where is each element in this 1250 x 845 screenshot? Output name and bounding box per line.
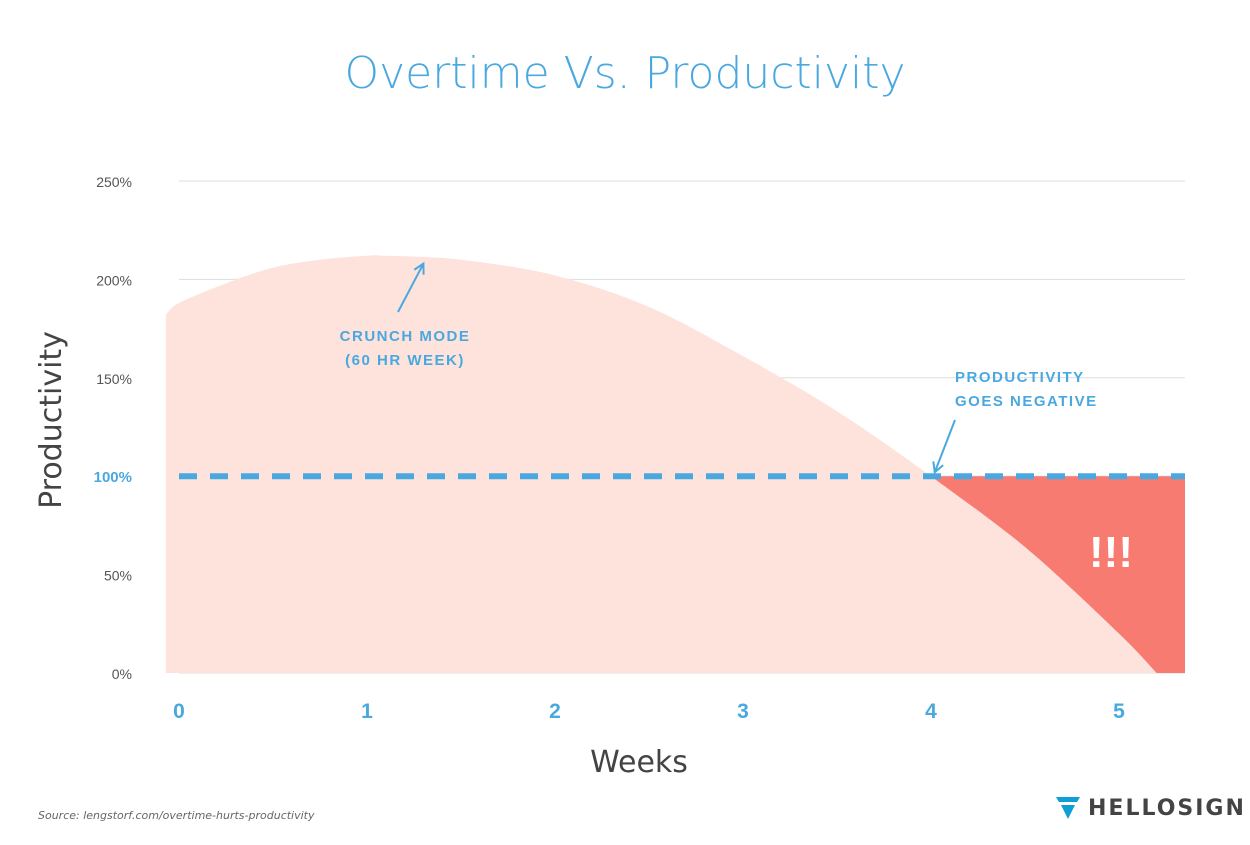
negative-productivity-area [931, 476, 1185, 673]
x-tick-label: 3 [737, 700, 749, 723]
y-tick-label: 250% [96, 174, 132, 190]
y-tick-label: 100% [94, 469, 132, 486]
x-axis-label: Weeks [590, 745, 688, 780]
x-tick-label: 0 [173, 700, 185, 723]
goes-negative-arrow [932, 419, 956, 475]
hellosign-logo-icon [1056, 797, 1080, 819]
goes-negative-annotation-line-2: GOES NEGATIVE [955, 393, 1098, 410]
brand-name: HELLOSIGN [1088, 795, 1246, 821]
annotations: CRUNCH MODE (60 HR WEEK) PRODUCTIVITY GO… [340, 261, 1133, 577]
exclamation-annotation: !!! [1089, 528, 1133, 577]
source-note: Source: lengstorf.com/overtime-hurts-pro… [38, 809, 315, 822]
x-tick-label: 1 [361, 700, 373, 723]
y-tick-label: 200% [96, 272, 132, 288]
x-tick-label: 5 [1113, 700, 1125, 723]
y-tick-label: 0% [112, 666, 132, 682]
goes-negative-annotation-line-1: PRODUCTIVITY [955, 369, 1085, 386]
x-axis-ticks: 0 1 2 3 4 5 [173, 700, 1125, 723]
productivity-area [165, 255, 1157, 674]
crunch-mode-arrow [397, 261, 425, 313]
x-tick-label: 4 [925, 700, 937, 723]
crunch-mode-annotation-line-2: (60 HR WEEK) [345, 352, 465, 369]
chart-title: Overtime Vs. Productivity [344, 48, 905, 99]
hellosign-logo: HELLOSIGN [1056, 793, 1246, 823]
y-axis-ticks: 0% 50% 100% 150% 200% 250% [94, 174, 132, 682]
x-tick-label: 2 [549, 700, 561, 723]
y-tick-label: 150% [96, 371, 132, 387]
y-axis-label: Productivity [34, 331, 69, 509]
y-tick-label: 50% [104, 568, 132, 584]
crunch-mode-annotation-line-1: CRUNCH MODE [340, 328, 471, 345]
